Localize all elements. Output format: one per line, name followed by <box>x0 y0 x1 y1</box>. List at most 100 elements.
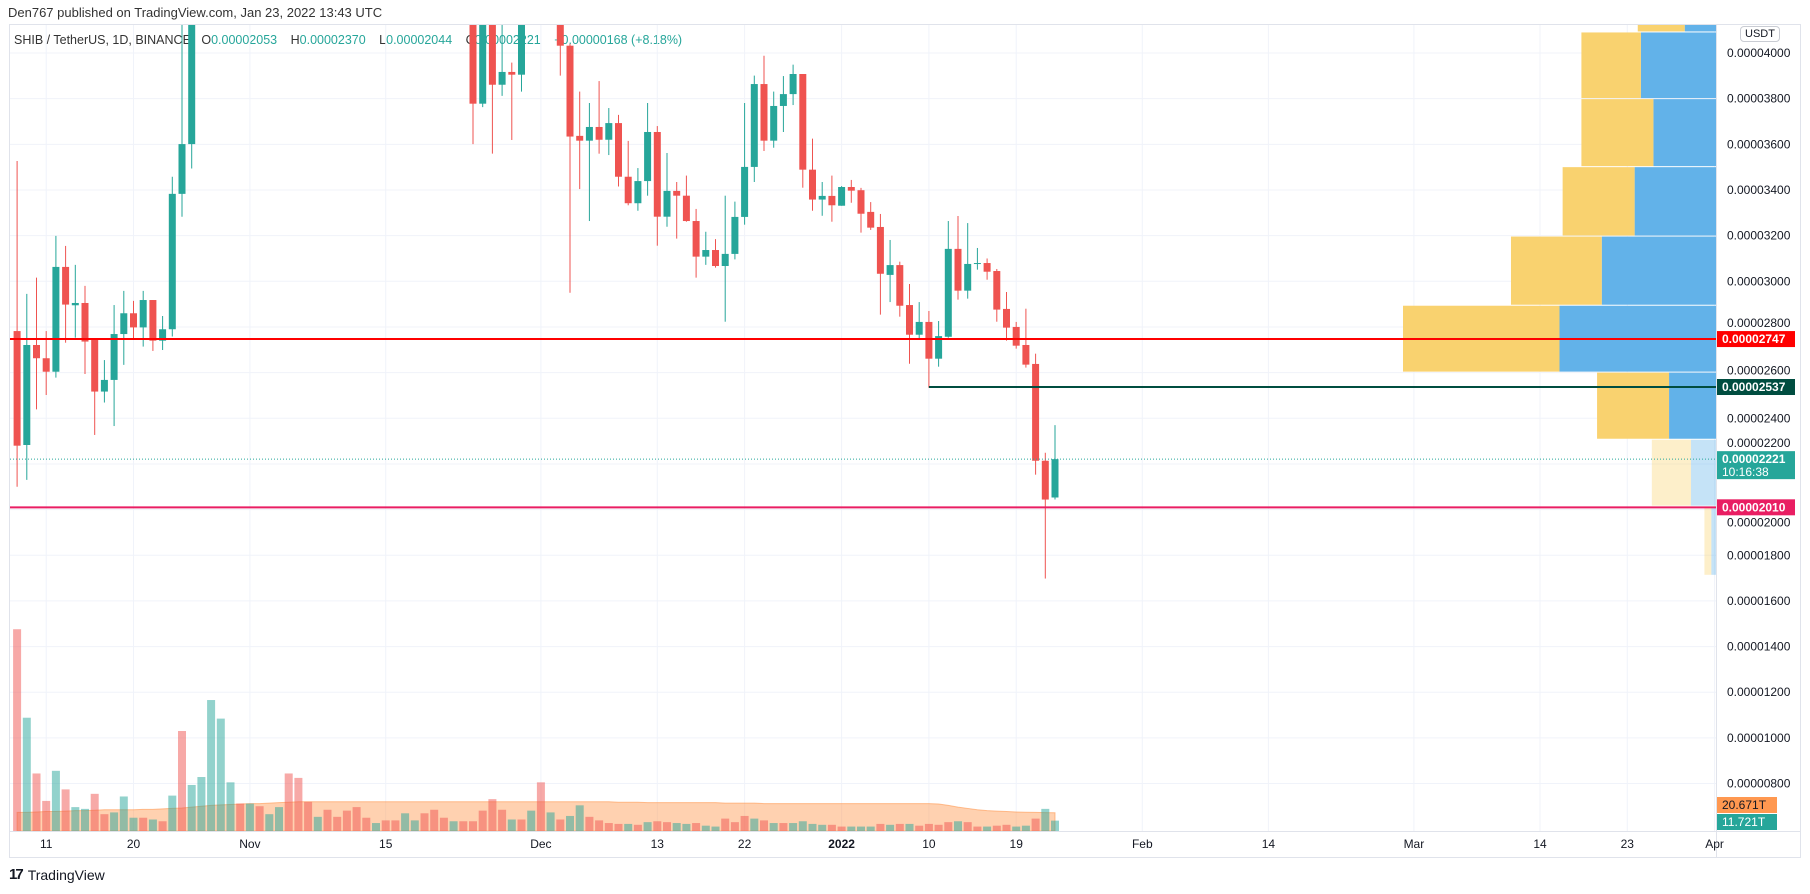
time-axis-label: Apr <box>1705 837 1724 851</box>
volume-bar <box>847 826 856 831</box>
current-price-line-tag-label: 0.00002221 <box>1722 452 1786 466</box>
candle-up <box>964 263 972 291</box>
candle-down <box>508 71 516 75</box>
candle-down <box>983 263 991 272</box>
volume-bar <box>148 819 157 831</box>
candle-down <box>615 123 622 177</box>
candle-down <box>799 74 807 170</box>
price-axis-label: 0.00001600 <box>1727 594 1791 608</box>
candles <box>13 25 1059 579</box>
volume-bar <box>71 807 80 831</box>
candle-down <box>692 221 700 257</box>
volume-bar <box>701 825 710 831</box>
volume-bar <box>818 824 827 831</box>
time-axis-label: 10 <box>922 837 936 851</box>
volume-bar <box>760 820 768 831</box>
volume-bar <box>895 823 904 831</box>
candle-up <box>770 105 778 141</box>
candle-down <box>149 300 157 341</box>
price-axis-label: 0.00002400 <box>1727 411 1791 425</box>
candle-down <box>906 305 913 335</box>
candle-up <box>110 334 118 380</box>
volume-bar <box>692 823 701 831</box>
price-axis-label: 0.00002000 <box>1727 516 1791 530</box>
volume-bar <box>420 813 429 831</box>
volume-bar <box>187 784 196 831</box>
volume-ma-label-tag <box>1717 797 1777 813</box>
volume-bar <box>430 809 439 831</box>
tradingview-logo[interactable]: 17 TradingView <box>9 866 105 883</box>
currency-badge[interactable]: USDT <box>1740 26 1780 42</box>
price-axis-label: 0.00000800 <box>1727 777 1791 791</box>
profile-up-volume <box>1634 167 1716 236</box>
volume-bar <box>527 810 536 831</box>
candle-up <box>915 321 923 335</box>
volume-bar <box>139 817 148 831</box>
volume-bar <box>808 823 817 831</box>
profile-up-volume <box>1653 99 1716 167</box>
volume-bar <box>90 793 99 831</box>
volume-bar <box>391 820 400 831</box>
low-label: L <box>379 33 387 47</box>
volume-bar <box>13 629 22 831</box>
volume-bar <box>51 770 60 831</box>
time-axis-label: 19 <box>1010 837 1024 851</box>
candle-down <box>809 169 816 200</box>
countdown-label: 10:16:38 <box>1722 465 1769 479</box>
candle-up <box>721 253 729 267</box>
high-label: H <box>290 33 300 47</box>
support-line-low-tag-label: 0.00002010 <box>1722 500 1786 514</box>
profile-down-volume <box>1581 99 1654 167</box>
price-axis[interactable]: 0.00004000 0.00003800 0.00003600 0.00003400… <box>1727 46 1791 791</box>
volume-bar <box>22 717 31 831</box>
volume-profile <box>1403 25 1716 575</box>
profile-up-volume <box>1601 236 1716 305</box>
time-axis-label: Nov <box>239 837 260 851</box>
time-axis-label: 22 <box>738 837 752 851</box>
candle-up <box>168 193 176 330</box>
price-axis-label: 0.00001400 <box>1727 640 1791 654</box>
candle-up <box>139 300 147 328</box>
candle-up <box>498 71 506 85</box>
volume-bar <box>294 777 303 831</box>
volume-bar <box>924 823 933 831</box>
volume-bar <box>507 819 516 831</box>
price-axis-label: 0.00003400 <box>1727 183 1791 197</box>
candle-up <box>1051 459 1059 498</box>
volume-bar <box>488 799 497 831</box>
candle-down <box>130 313 137 328</box>
volume-bar <box>216 718 225 831</box>
support-line-mid-tag-label: 0.00002537 <box>1722 380 1786 394</box>
candle-up <box>605 123 613 140</box>
price-axis-label: 0.00003800 <box>1727 92 1791 106</box>
candle-down <box>857 190 865 214</box>
price-axis-label: 0.00003000 <box>1727 274 1791 288</box>
profile-down-volume <box>1510 236 1602 305</box>
volume-last-label-tag <box>1717 814 1777 830</box>
candle-up <box>479 25 487 104</box>
candle-up <box>644 131 652 182</box>
candle-down <box>760 84 768 141</box>
time-axis-label: Mar <box>1404 837 1425 851</box>
symbol-name[interactable]: SHIB / TetherUS, 1D, BINANCE <box>14 33 191 47</box>
candle-up <box>944 248 952 337</box>
time-axis-label: 15 <box>379 837 393 851</box>
current-price-line-tag <box>1717 451 1795 480</box>
volume-bar <box>32 773 41 831</box>
volume-bar <box>61 789 70 831</box>
volume-bar <box>740 815 749 831</box>
price-axis-label: 0.00003600 <box>1727 137 1791 151</box>
price-axis-label: 0.00001200 <box>1727 685 1791 699</box>
horizontal-levels[interactable] <box>10 338 1716 509</box>
low-value: 0.00002044 <box>386 33 453 47</box>
profile-up-volume <box>1690 439 1716 506</box>
volume-bar <box>643 822 652 831</box>
volume-bar <box>672 823 681 831</box>
volume-bar <box>1002 824 1011 831</box>
volume-pane <box>13 629 1059 831</box>
time-axis-label: 23 <box>1621 837 1635 851</box>
time-axis[interactable]: 11 20 Nov 15 Dec 13 22 2022 10 19 Feb 14 Mar 14 23 Apr <box>40 837 1724 851</box>
candle-down <box>653 131 661 217</box>
